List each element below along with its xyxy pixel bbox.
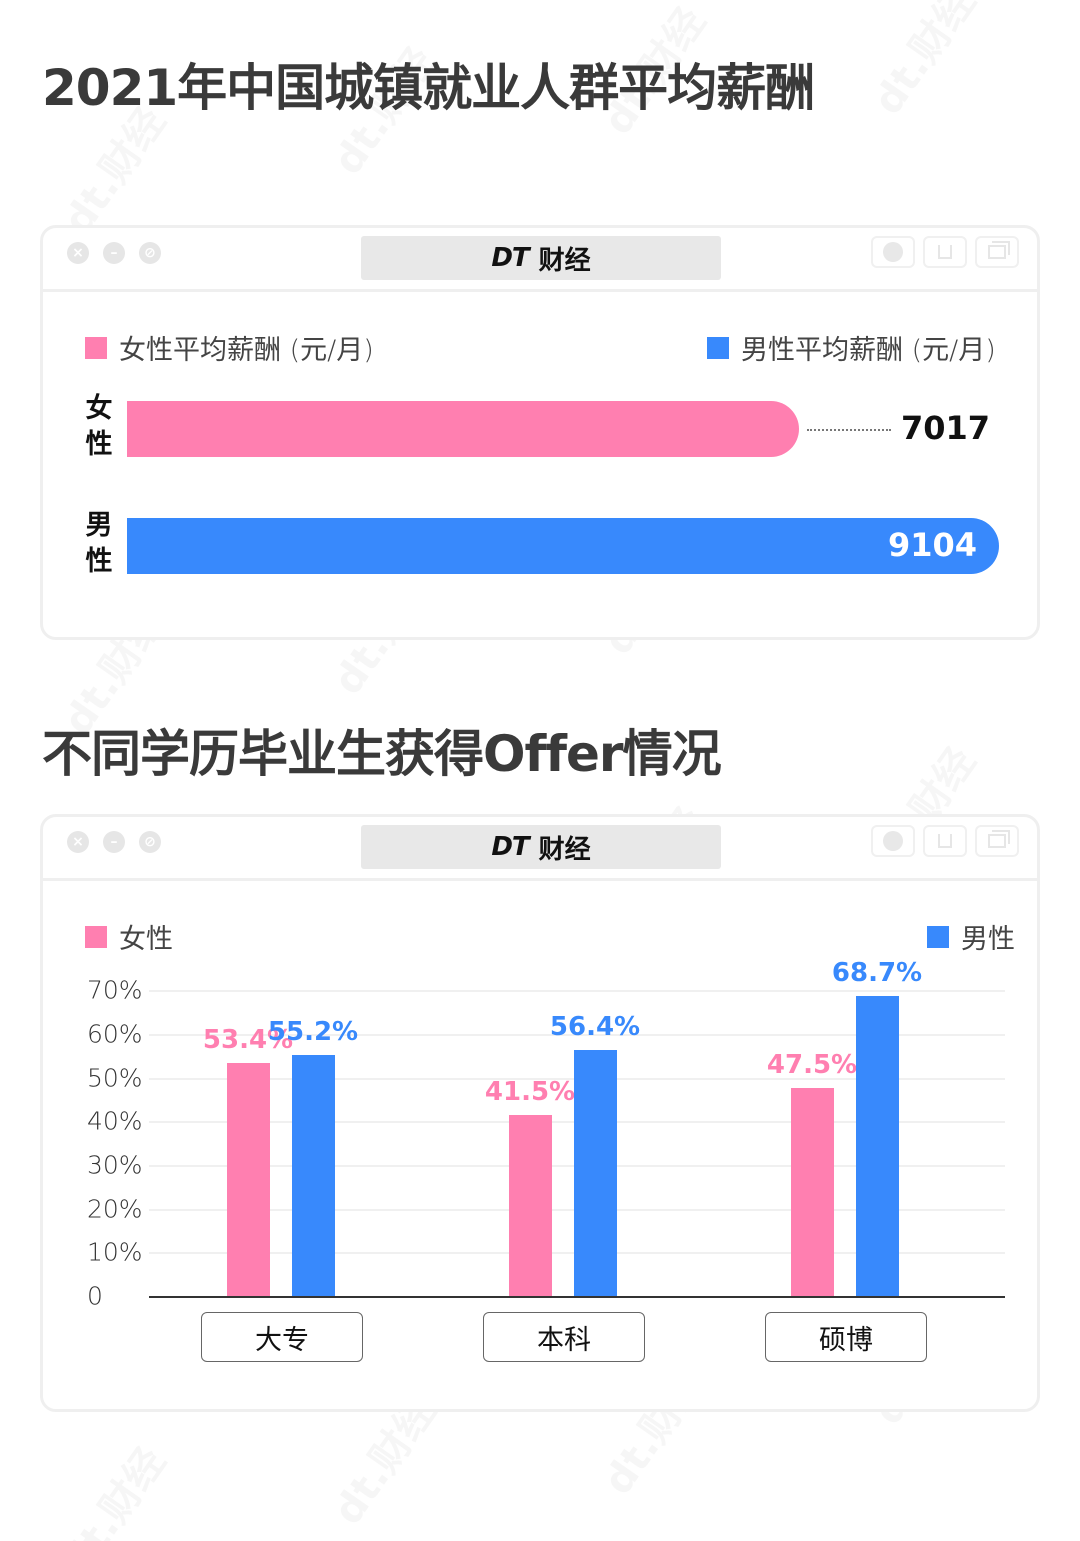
y-tick-label: 10% bbox=[87, 1237, 143, 1267]
legend-swatch-female bbox=[85, 925, 107, 948]
legend-male-salary: 男性平均薪酬 (元/月) bbox=[707, 328, 996, 367]
offer-chart-window: × – ⊘ DT 财经 女性 男性 0 10% 20% 30% 40% 50% 60% 70%… bbox=[40, 814, 1040, 1412]
leader-line bbox=[807, 429, 891, 431]
window-button[interactable] bbox=[975, 236, 1019, 268]
brand-name: 财经 bbox=[538, 834, 591, 865]
label-char: 女 bbox=[85, 393, 113, 424]
close-icon[interactable]: × bbox=[67, 242, 89, 264]
category-label: 大专 bbox=[201, 1312, 363, 1362]
maximize-icon[interactable]: ⊘ bbox=[139, 242, 161, 264]
data-label: 68.7% bbox=[831, 957, 923, 988]
bar-male-1[interactable] bbox=[574, 1049, 617, 1296]
share-button[interactable] bbox=[923, 236, 967, 268]
salary-chart-window: × – ⊘ DT 财经 女性平均薪酬 (元/月) 男性平均薪酬 (元/月) 女 … bbox=[40, 225, 1040, 640]
y-tick-label: 20% bbox=[87, 1194, 143, 1224]
brand-logo: DT 财经 bbox=[361, 236, 721, 280]
y-tick-label: 0 bbox=[87, 1281, 103, 1311]
bar-female-1[interactable] bbox=[509, 1114, 552, 1296]
y-tick-label: 30% bbox=[87, 1150, 143, 1180]
legend-female: 女性 bbox=[85, 917, 173, 956]
row-label-female: 女 性 bbox=[83, 391, 115, 463]
data-label: 47.5% bbox=[766, 1050, 858, 1081]
close-icon[interactable]: × bbox=[67, 831, 89, 853]
brand-dt: DT bbox=[491, 832, 529, 862]
legend-label: 女性平均薪酬 (元/月) bbox=[119, 335, 374, 366]
salary-chart-title: 2021年中国城镇就业人群平均薪酬 bbox=[42, 59, 815, 117]
y-tick-label: 70% bbox=[87, 975, 143, 1005]
share-button[interactable] bbox=[923, 825, 967, 857]
bar-row-female: 女 性 7017 bbox=[83, 393, 1003, 460]
legend-swatch-male bbox=[927, 925, 949, 948]
window-controls: × – ⊘ bbox=[67, 831, 161, 853]
maximize-icon[interactable]: ⊘ bbox=[139, 831, 161, 853]
row-label-male: 男 性 bbox=[83, 508, 115, 580]
minimize-icon[interactable]: – bbox=[103, 831, 125, 853]
record-icon bbox=[883, 242, 903, 262]
gridline bbox=[149, 1033, 1005, 1036]
value-male-salary: 9104 bbox=[887, 526, 977, 564]
bar-female-2[interactable] bbox=[791, 1088, 834, 1296]
share-icon bbox=[938, 834, 952, 848]
watermark: dt.财经 bbox=[857, 0, 987, 124]
window-controls: × – ⊘ bbox=[67, 242, 161, 264]
brand-dt: DT bbox=[491, 243, 529, 273]
window-button[interactable] bbox=[975, 825, 1019, 857]
gridline bbox=[149, 990, 1005, 993]
window-titlebar: × – ⊘ DT 财经 bbox=[43, 817, 1037, 881]
bar-male-salary[interactable]: 9104 bbox=[127, 518, 999, 574]
legend-male: 男性 bbox=[927, 917, 1015, 956]
brand-logo: DT 财经 bbox=[361, 825, 721, 869]
bar-male-0[interactable] bbox=[292, 1054, 335, 1296]
legend-swatch-male bbox=[707, 336, 729, 359]
window-tools bbox=[871, 236, 1019, 268]
category-label: 硕博 bbox=[765, 1312, 927, 1362]
legend-swatch-female bbox=[85, 336, 107, 359]
share-icon bbox=[938, 245, 952, 259]
x-axis bbox=[149, 1296, 1005, 1298]
offer-plot-area: 0 10% 20% 30% 40% 50% 60% 70% 53.4% 55.2% 大专 41.5% 5… bbox=[43, 817, 1043, 1415]
y-tick-label: 50% bbox=[87, 1063, 143, 1092]
bar-row-male: 男 性 9104 bbox=[83, 510, 1003, 577]
brand-name: 财经 bbox=[538, 245, 591, 276]
data-label: 41.5% bbox=[484, 1076, 576, 1107]
y-tick-label: 60% bbox=[87, 1019, 143, 1049]
bar-female-0[interactable] bbox=[227, 1062, 270, 1296]
label-char: 男 bbox=[85, 510, 113, 541]
record-button[interactable] bbox=[871, 825, 915, 857]
window-icon bbox=[988, 834, 1006, 848]
legend-label: 女性 bbox=[119, 924, 173, 955]
data-label: 55.2% bbox=[267, 1016, 359, 1047]
legend-label: 男性平均薪酬 (元/月) bbox=[741, 335, 996, 366]
data-label: 53.4% bbox=[202, 1024, 294, 1055]
minimize-icon[interactable]: – bbox=[103, 242, 125, 264]
window-icon bbox=[988, 245, 1006, 259]
offer-chart-title: 不同学历毕业生获得Offer情况 bbox=[42, 725, 722, 783]
record-icon bbox=[883, 831, 903, 851]
data-label: 56.4% bbox=[549, 1011, 641, 1042]
category-label: 本科 bbox=[483, 1312, 645, 1362]
label-char: 性 bbox=[85, 429, 113, 460]
y-tick-label: 40% bbox=[87, 1106, 143, 1136]
value-female-salary: 7017 bbox=[901, 409, 991, 447]
window-titlebar: × – ⊘ DT 财经 bbox=[43, 228, 1037, 292]
legend-female-salary: 女性平均薪酬 (元/月) bbox=[85, 328, 374, 367]
bar-male-2[interactable] bbox=[856, 995, 899, 1296]
record-button[interactable] bbox=[871, 236, 915, 268]
watermark: dt.财经 bbox=[47, 1434, 177, 1541]
window-tools bbox=[871, 825, 1019, 857]
legend-label: 男性 bbox=[961, 924, 1015, 955]
label-char: 性 bbox=[85, 546, 113, 577]
bar-female-salary[interactable] bbox=[127, 401, 799, 457]
